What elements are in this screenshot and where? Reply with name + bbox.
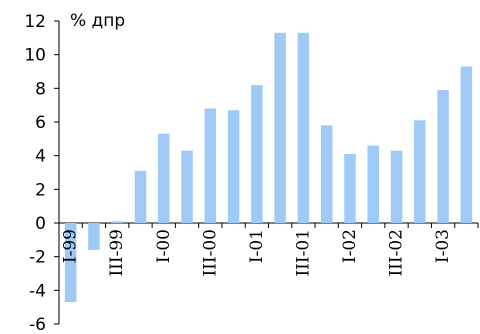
bar-III-00 xyxy=(204,108,217,223)
bar-IV-00 xyxy=(227,110,240,223)
bar-II-99 xyxy=(88,223,100,250)
bar-II-01 xyxy=(274,32,286,224)
bar-IV-02 xyxy=(414,120,426,223)
x-tick-label: III-02 xyxy=(387,229,407,277)
x-tick-label: I-00 xyxy=(154,229,174,263)
y-tick-label: 12 xyxy=(24,12,46,32)
bar-I-03 xyxy=(437,90,449,224)
y-tick-marks xyxy=(54,20,59,325)
y-tick-label: 2 xyxy=(35,180,46,200)
bar-II-00 xyxy=(181,150,193,223)
x-tick-label: I-02 xyxy=(340,229,360,263)
bar-IV-01 xyxy=(320,125,333,223)
plot-area: -6 -4 -2 0 2 4 6 8 10 12 I-99 III-99 I-00 III-00 I-01… xyxy=(24,11,479,334)
x-tick-label: III-01 xyxy=(293,229,313,277)
bar-I-99 xyxy=(64,223,77,303)
bar-I-02 xyxy=(344,153,356,223)
bar-IV-99 xyxy=(134,170,147,223)
bar-I-01 xyxy=(251,84,263,223)
x-tick-label: III-99 xyxy=(107,229,127,277)
x-tick-label: I-01 xyxy=(247,229,267,263)
bar-II-03 xyxy=(460,66,473,223)
y-tick-labels: -6 -4 -2 0 2 4 6 8 10 12 xyxy=(24,12,46,334)
bar-I-00 xyxy=(158,133,170,223)
bars xyxy=(64,32,473,303)
bar-II-02 xyxy=(367,145,379,223)
y-tick-label: 4 xyxy=(35,147,46,167)
x-tick-label: I-03 xyxy=(433,229,453,263)
bar-III-02 xyxy=(390,150,403,223)
y-tick-label: -4 xyxy=(29,281,46,301)
x-tick-marks xyxy=(58,223,479,228)
y-tick-label: 0 xyxy=(35,214,46,234)
bar-III-01 xyxy=(297,32,310,224)
x-tick-label: III-00 xyxy=(200,229,220,277)
x-tick-labels: I-99 III-99 I-00 III-00 I-01 III-01 I-02 III-02… xyxy=(61,229,453,277)
y-tick-label: -2 xyxy=(29,248,46,268)
y-tick-label: 6 xyxy=(35,113,46,133)
y-tick-label: -6 xyxy=(29,315,46,334)
bar-III-99 xyxy=(111,221,123,223)
y-unit-label: % дпр xyxy=(70,11,125,31)
y-tick-label: 8 xyxy=(35,79,46,99)
y-tick-label: 10 xyxy=(24,46,46,66)
x-tick-label: I-99 xyxy=(61,229,81,263)
